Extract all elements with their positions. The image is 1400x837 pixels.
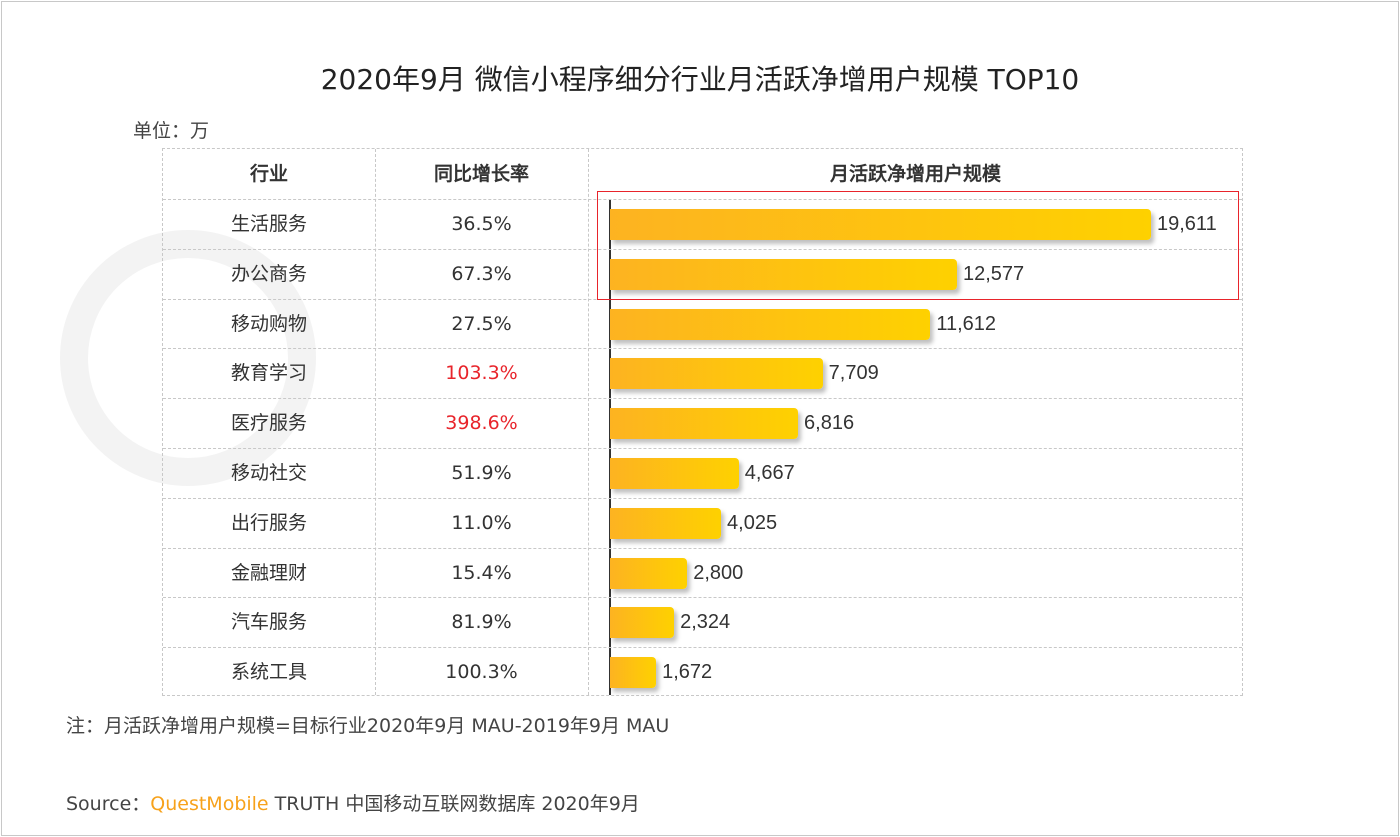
- source-rest: TRUTH 中国移动互联网数据库 2020年9月: [268, 793, 640, 815]
- industry-label: 办公商务: [230, 262, 307, 285]
- highlight-box: [597, 191, 1239, 300]
- bar: [610, 408, 799, 440]
- header-net-growth: 月活跃净增用户规模: [829, 163, 1001, 185]
- industry-label: 移动社交: [230, 462, 307, 484]
- column-divider: [588, 149, 589, 695]
- growth-rate: 15.4%: [451, 561, 512, 584]
- value-label: 12,577: [962, 262, 1025, 285]
- chart-table: 行业 同比增长率 月活跃净增用户规模 生活服务 36.5% 19,611 办公商务 67…: [162, 148, 1243, 696]
- column-divider: [375, 149, 376, 695]
- growth-rate: 81.9%: [451, 611, 512, 634]
- row-divider: [163, 497, 1242, 499]
- source-line: Source：QuestMobile TRUTH 中国移动互联网数据库 2020…: [66, 789, 640, 816]
- value-label: 11,612: [936, 312, 997, 335]
- header-growth: 同比增长率: [433, 163, 529, 185]
- growth-rate: 100.3%: [445, 661, 518, 684]
- value-label: 2,800: [693, 561, 744, 584]
- value-label: 4,667: [744, 462, 795, 484]
- bar: [610, 657, 657, 689]
- bar: [610, 458, 739, 489]
- bar: [610, 308, 931, 340]
- value-label: 6,816: [804, 412, 855, 435]
- growth-rate: 51.9%: [451, 462, 512, 484]
- bar: [610, 507, 722, 539]
- row-divider: [163, 348, 1242, 350]
- bar-axis: [609, 199, 611, 695]
- bar: [610, 607, 675, 639]
- growth-rate: 36.5%: [451, 213, 512, 235]
- growth-rate: 103.3%: [445, 362, 518, 385]
- row-divider: [163, 647, 1242, 649]
- unit-label: 单位：万: [133, 120, 210, 142]
- bar: [610, 557, 688, 589]
- bar: [610, 358, 823, 390]
- industry-label: 教育学习: [230, 362, 307, 385]
- row-divider: [163, 199, 1242, 200]
- industry-label: 金融理财: [230, 561, 307, 584]
- source-brand: QuestMobile: [150, 793, 269, 815]
- value-label: 1,672: [662, 661, 713, 684]
- row-divider: [163, 248, 1242, 250]
- row-divider: [163, 597, 1242, 599]
- growth-rate: 398.6%: [445, 412, 518, 435]
- bar: [610, 258, 957, 290]
- industry-label: 出行服务: [230, 511, 307, 534]
- industry-label: 医疗服务: [230, 412, 307, 435]
- row-divider: [163, 398, 1242, 400]
- industry-label: 系统工具: [230, 661, 307, 684]
- growth-rate: 27.5%: [451, 312, 512, 335]
- row-divider: [163, 448, 1242, 449]
- industry-label: 汽车服务: [230, 611, 307, 634]
- value-label: 2,324: [680, 611, 731, 634]
- industry-label: 生活服务: [230, 213, 307, 235]
- row-divider: [163, 547, 1242, 549]
- industry-label: 移动购物: [230, 312, 307, 335]
- bar: [610, 209, 1151, 240]
- chart-title: 2020年9月 微信小程序细分行业月活跃净增用户规模 TOP10: [320, 63, 1080, 96]
- value-label: 4,025: [727, 511, 778, 534]
- source-prefix: Source：: [66, 793, 151, 815]
- footnote: 注：月活跃净增用户规模=目标行业2020年9月 MAU-2019年9月 MAU: [66, 715, 670, 737]
- header-industry: 行业: [249, 163, 288, 185]
- value-label: 19,611: [1157, 213, 1217, 235]
- growth-rate: 11.0%: [451, 511, 512, 534]
- growth-rate: 67.3%: [451, 262, 512, 285]
- value-label: 7,709: [828, 362, 879, 385]
